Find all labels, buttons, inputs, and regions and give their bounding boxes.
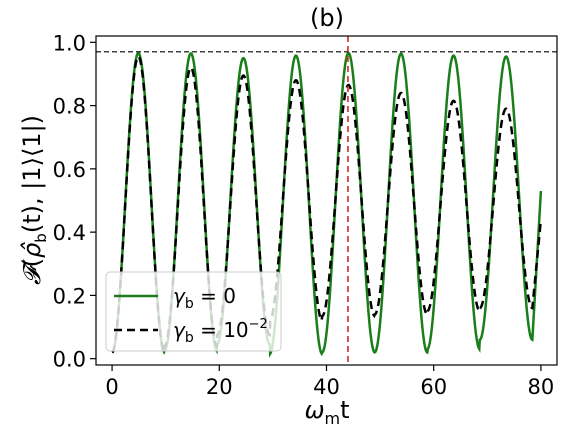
x-axis-label: ωmt	[304, 396, 349, 428]
legend-label-gamma-1e-2: γb = 10−2	[173, 317, 268, 346]
x-tick-label: 0	[105, 375, 118, 399]
legend-frame	[105, 271, 282, 352]
x-tick-label: 40	[313, 375, 340, 399]
chart-title: (b)	[310, 4, 344, 32]
legend-label-gamma-0: γb = 0	[173, 284, 236, 312]
y-axis-label: 𝓕(ρ̂b(t), |1⟩⟨1|)	[18, 115, 50, 285]
x-tick-label: 60	[420, 375, 447, 399]
y-tick-label: 0.8	[53, 95, 86, 119]
x-tick-label: 80	[528, 375, 555, 399]
y-tick-label: 1.0	[53, 31, 86, 55]
plot-area	[96, 36, 557, 365]
x-tick-label: 20	[206, 375, 233, 399]
axes: 0 20 40 60 80 0.0 0.2 0.4 0.6 0.8 1.0	[53, 31, 558, 399]
y-tick-label: 0.6	[53, 158, 86, 182]
series-line-gamma-1e-2	[111, 55, 543, 357]
legend: γb = 0 γb = 10−2	[105, 271, 282, 352]
y-tick-label: 0.2	[53, 284, 86, 308]
y-tick-label: 0.0	[53, 348, 86, 372]
y-tick-label: 0.4	[53, 221, 86, 245]
